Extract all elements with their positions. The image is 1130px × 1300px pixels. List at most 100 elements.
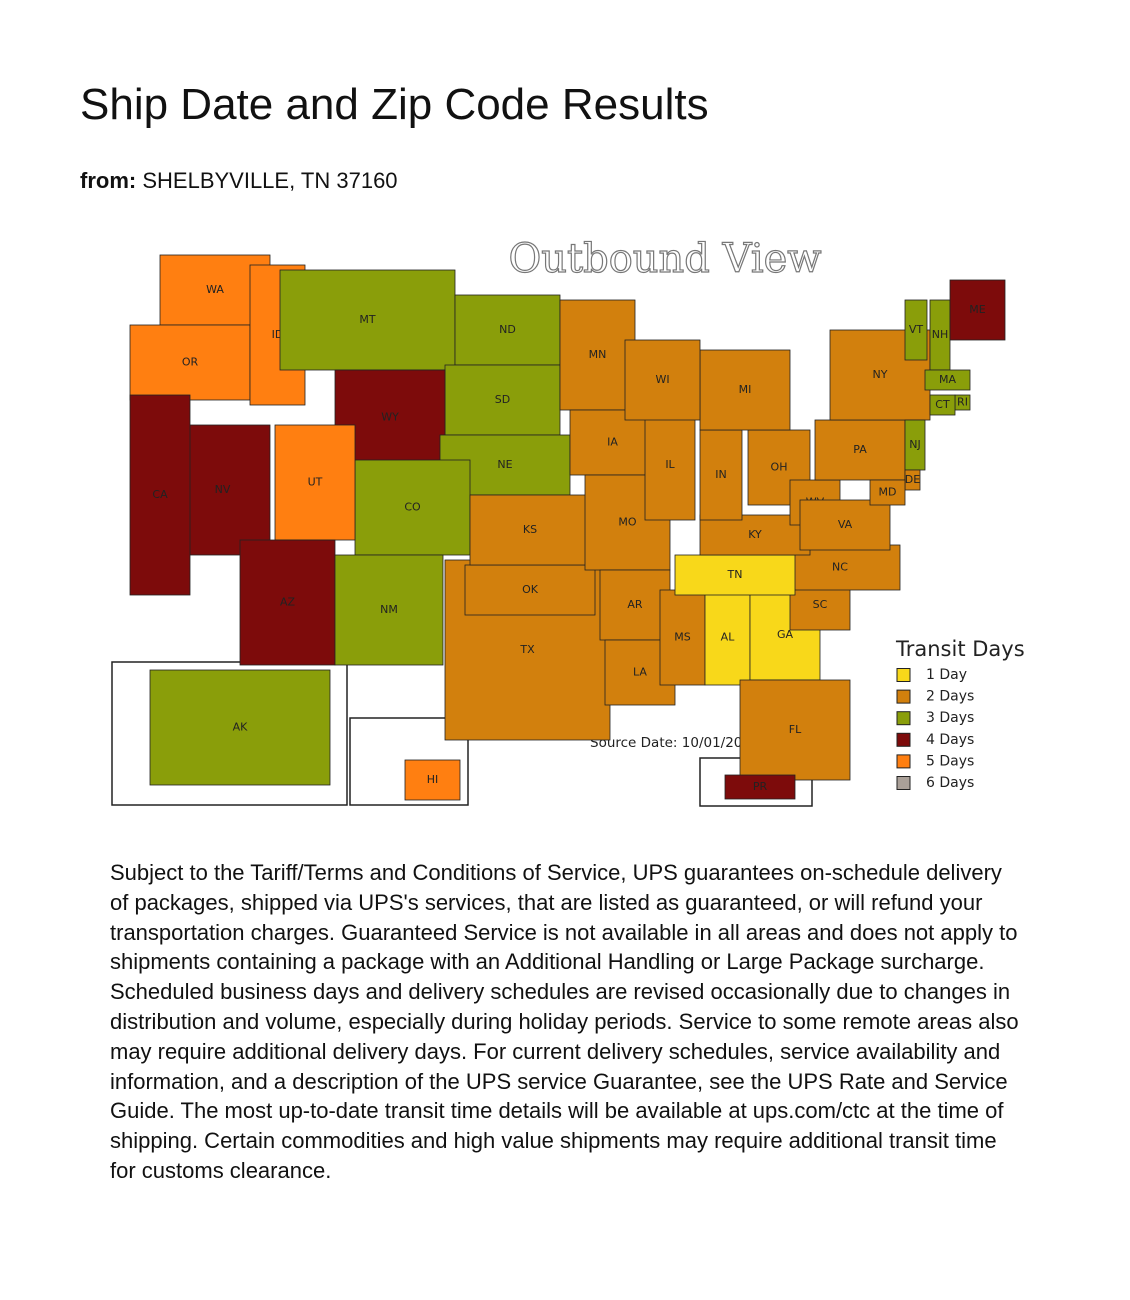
state-label: CT bbox=[935, 398, 950, 411]
state bbox=[799, 499, 891, 551]
state-label: MO bbox=[618, 516, 636, 529]
state-label: VT bbox=[909, 323, 924, 336]
state bbox=[724, 774, 796, 800]
state-label: NM bbox=[380, 603, 398, 616]
state bbox=[334, 554, 444, 666]
state-label: LA bbox=[633, 666, 647, 679]
state-label: MA bbox=[939, 373, 956, 386]
legend-label: 1 Day bbox=[926, 667, 967, 683]
state-label: OR bbox=[182, 356, 199, 369]
state-label: AZ bbox=[280, 596, 296, 609]
state-label: NJ bbox=[909, 438, 920, 451]
page-title: Ship Date and Zip Code Results bbox=[80, 80, 709, 129]
state-label: RI bbox=[957, 396, 968, 409]
state-label: TN bbox=[727, 568, 743, 581]
state-label: WA bbox=[206, 283, 224, 296]
legend-swatch bbox=[896, 732, 911, 747]
state bbox=[869, 479, 906, 506]
map-title: Outbound View bbox=[508, 236, 821, 282]
state-label: VA bbox=[838, 518, 853, 531]
state-label: MN bbox=[589, 348, 607, 361]
state-label: WY bbox=[381, 411, 399, 424]
state bbox=[444, 364, 561, 436]
state bbox=[469, 494, 591, 566]
state-label: GA bbox=[777, 628, 794, 641]
origin-value: SHELBYVILLE, TN 37160 bbox=[142, 168, 398, 193]
state bbox=[949, 279, 1006, 341]
state-label: DE bbox=[905, 473, 920, 486]
legend-swatch bbox=[896, 754, 911, 769]
disclaimer: Subject to the Tariff/Terms and Conditio… bbox=[110, 860, 1019, 1183]
state bbox=[624, 339, 701, 421]
legend-swatch bbox=[896, 668, 911, 682]
state bbox=[704, 589, 751, 686]
state bbox=[149, 669, 331, 786]
state bbox=[279, 269, 456, 371]
states: TX WA OR ID MT ND SD WY NE CO UT NV CA AZ NM OK KS MN IA MO… bbox=[129, 254, 1006, 801]
state-label: AK bbox=[233, 721, 249, 734]
state-label: ME bbox=[969, 303, 985, 316]
transit-map: Outbound View Source Date: 10/01/2025 Tr… bbox=[111, 235, 1025, 807]
state-label: SD bbox=[495, 393, 510, 406]
state bbox=[699, 349, 791, 431]
state-label: FL bbox=[789, 723, 802, 736]
state-label: KY bbox=[748, 528, 762, 541]
state-label: IA bbox=[607, 436, 618, 449]
state bbox=[929, 394, 956, 416]
legend-label: 2 Days bbox=[926, 689, 974, 705]
state bbox=[174, 424, 271, 556]
state bbox=[129, 394, 191, 596]
state bbox=[644, 409, 696, 521]
legend-label: 5 Days bbox=[926, 753, 974, 769]
origin-label: from: bbox=[80, 168, 137, 193]
state bbox=[699, 429, 743, 521]
state-label: SC bbox=[813, 598, 828, 611]
state-label: CO bbox=[404, 501, 421, 514]
state-label: AR bbox=[627, 598, 643, 611]
origin: from: SHELBYVILLE, TN 37160 bbox=[80, 168, 398, 194]
state-label: OK bbox=[522, 583, 539, 596]
state-label: NH bbox=[932, 328, 949, 341]
state bbox=[129, 324, 251, 401]
state bbox=[924, 369, 971, 391]
state bbox=[599, 569, 671, 641]
source-date: Source Date: 10/01/2025 bbox=[590, 735, 760, 751]
state bbox=[559, 299, 636, 411]
state-label: HI bbox=[427, 773, 439, 786]
state bbox=[814, 419, 906, 481]
state-label: NC bbox=[832, 561, 848, 574]
legend-label: 3 Days bbox=[926, 710, 974, 726]
state bbox=[239, 539, 336, 666]
state-label: AL bbox=[721, 631, 736, 644]
legend-swatch bbox=[896, 711, 911, 726]
state-label: TX bbox=[519, 643, 535, 656]
legend-swatch bbox=[896, 689, 911, 704]
state-label: NE bbox=[497, 458, 512, 471]
state-label: MS bbox=[674, 631, 690, 644]
state-label: WI bbox=[655, 373, 669, 386]
state bbox=[674, 554, 796, 596]
legend: 1 Day 2 Days 3 Days 4 Days 5 Days 6 Days bbox=[896, 667, 974, 791]
state-label: OH bbox=[771, 461, 788, 474]
legend-label: 4 Days bbox=[926, 732, 974, 748]
legend-title: Transit Days bbox=[895, 637, 1025, 661]
state-label: IL bbox=[665, 458, 675, 471]
state bbox=[454, 294, 561, 366]
state bbox=[464, 564, 596, 616]
state-label: MD bbox=[879, 486, 897, 499]
state-label: NV bbox=[215, 483, 231, 496]
state bbox=[274, 424, 356, 541]
state-label: CA bbox=[152, 488, 168, 501]
state bbox=[659, 589, 706, 686]
state-label: ND bbox=[499, 323, 516, 336]
state-label: MI bbox=[739, 383, 752, 396]
state-label: PA bbox=[853, 443, 867, 456]
state bbox=[739, 679, 851, 781]
state-label: ID bbox=[272, 328, 284, 341]
state-label: NY bbox=[873, 368, 888, 381]
state bbox=[354, 459, 471, 556]
state-label: MT bbox=[359, 313, 375, 326]
legend-swatch bbox=[896, 776, 911, 790]
state-label: KS bbox=[523, 523, 537, 536]
